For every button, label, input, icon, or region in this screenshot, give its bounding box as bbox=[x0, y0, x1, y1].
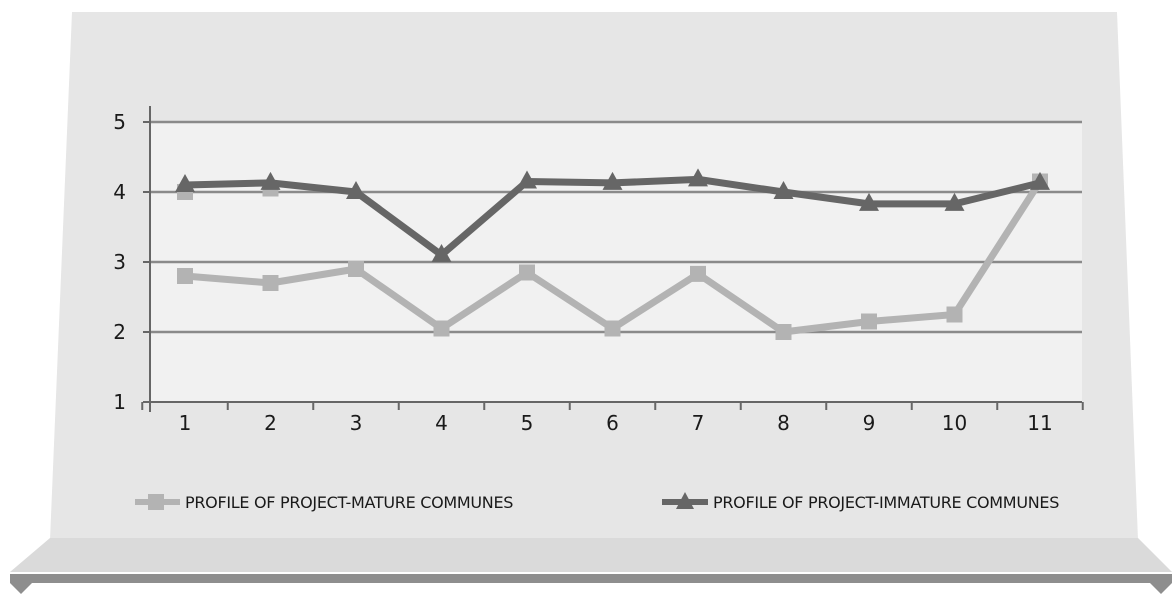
data-point-mature-3 bbox=[348, 261, 364, 277]
x-tick-label-4: 4 bbox=[435, 411, 448, 435]
x-tick-label-6: 6 bbox=[606, 411, 619, 435]
data-point-immature-11 bbox=[1030, 171, 1050, 190]
data-point-immature-5 bbox=[517, 170, 537, 189]
data-point-immature-7 bbox=[688, 168, 708, 187]
y-tick-label-4: 4 bbox=[113, 180, 126, 204]
data-point-mature-10 bbox=[946, 306, 963, 323]
x-tick-label-7: 7 bbox=[692, 411, 705, 435]
y-axis-ticks: 1 2 3 4 5 bbox=[113, 110, 150, 414]
x-tick-label-10: 10 bbox=[942, 411, 967, 435]
legend: PROFILE OF PROJECT-MATURE COMMUNES PROFI… bbox=[135, 492, 1060, 512]
data-point-immature-6 bbox=[602, 171, 623, 190]
series-immature bbox=[175, 168, 1050, 262]
data-point-mature-4 bbox=[433, 320, 450, 337]
stand-shelf bbox=[10, 538, 1172, 572]
series-layer bbox=[175, 168, 1050, 340]
legend-label-mature: PROFILE OF PROJECT-MATURE COMMUNES bbox=[185, 493, 513, 512]
x-tick-label-3: 3 bbox=[350, 411, 363, 435]
data-point-mature-6 bbox=[604, 320, 621, 337]
stand-base-bar bbox=[10, 574, 1172, 583]
legend-item-mature: PROFILE OF PROJECT-MATURE COMMUNES bbox=[135, 493, 514, 512]
legend-marker-triangle bbox=[676, 492, 694, 509]
data-point-immature-4 bbox=[431, 244, 452, 262]
series-mature bbox=[177, 173, 1048, 340]
legend-item-immature: PROFILE OF PROJECT-IMMATURE COMMUNES bbox=[662, 492, 1060, 512]
x-tick-label-5: 5 bbox=[521, 411, 534, 435]
x-tick-label-8: 8 bbox=[777, 411, 790, 435]
y-tick-label-2: 2 bbox=[113, 320, 126, 344]
data-point-immature-9 bbox=[859, 192, 879, 211]
data-point-immature-3 bbox=[346, 181, 366, 199]
x-tick-label-11: 11 bbox=[1027, 411, 1052, 435]
axes bbox=[149, 106, 1082, 412]
data-point-immature-10 bbox=[944, 192, 965, 211]
data-point-mature-9 bbox=[861, 313, 877, 330]
legend-marker-square bbox=[148, 494, 164, 510]
legend-label-immature: PROFILE OF PROJECT-IMMATURE COMMUNES bbox=[713, 493, 1059, 512]
data-point-mature-8 bbox=[775, 324, 792, 340]
x-axis-ticks: 1 2 3 4 5 6 7 8 9 10 11 bbox=[141, 402, 1084, 435]
data-point-immature-8 bbox=[773, 181, 794, 199]
x-tick-label-9: 9 bbox=[863, 411, 876, 435]
data-point-mature-7 bbox=[690, 265, 706, 282]
y-tick-label-3: 3 bbox=[113, 250, 126, 274]
y-tick-label-1: 1 bbox=[113, 390, 126, 414]
x-tick-label-1: 1 bbox=[179, 411, 192, 435]
data-point-mature-1 bbox=[177, 268, 193, 284]
stand-foot-right bbox=[1150, 583, 1172, 594]
stand-foot-left bbox=[10, 583, 32, 594]
x-tick-label-2: 2 bbox=[264, 411, 277, 435]
data-point-mature-2 bbox=[262, 275, 279, 291]
y-tick-label-5: 5 bbox=[113, 110, 126, 134]
data-point-mature-5 bbox=[519, 264, 535, 281]
data-point-immature-1 bbox=[175, 174, 195, 192]
data-point-immature-2 bbox=[260, 171, 281, 190]
